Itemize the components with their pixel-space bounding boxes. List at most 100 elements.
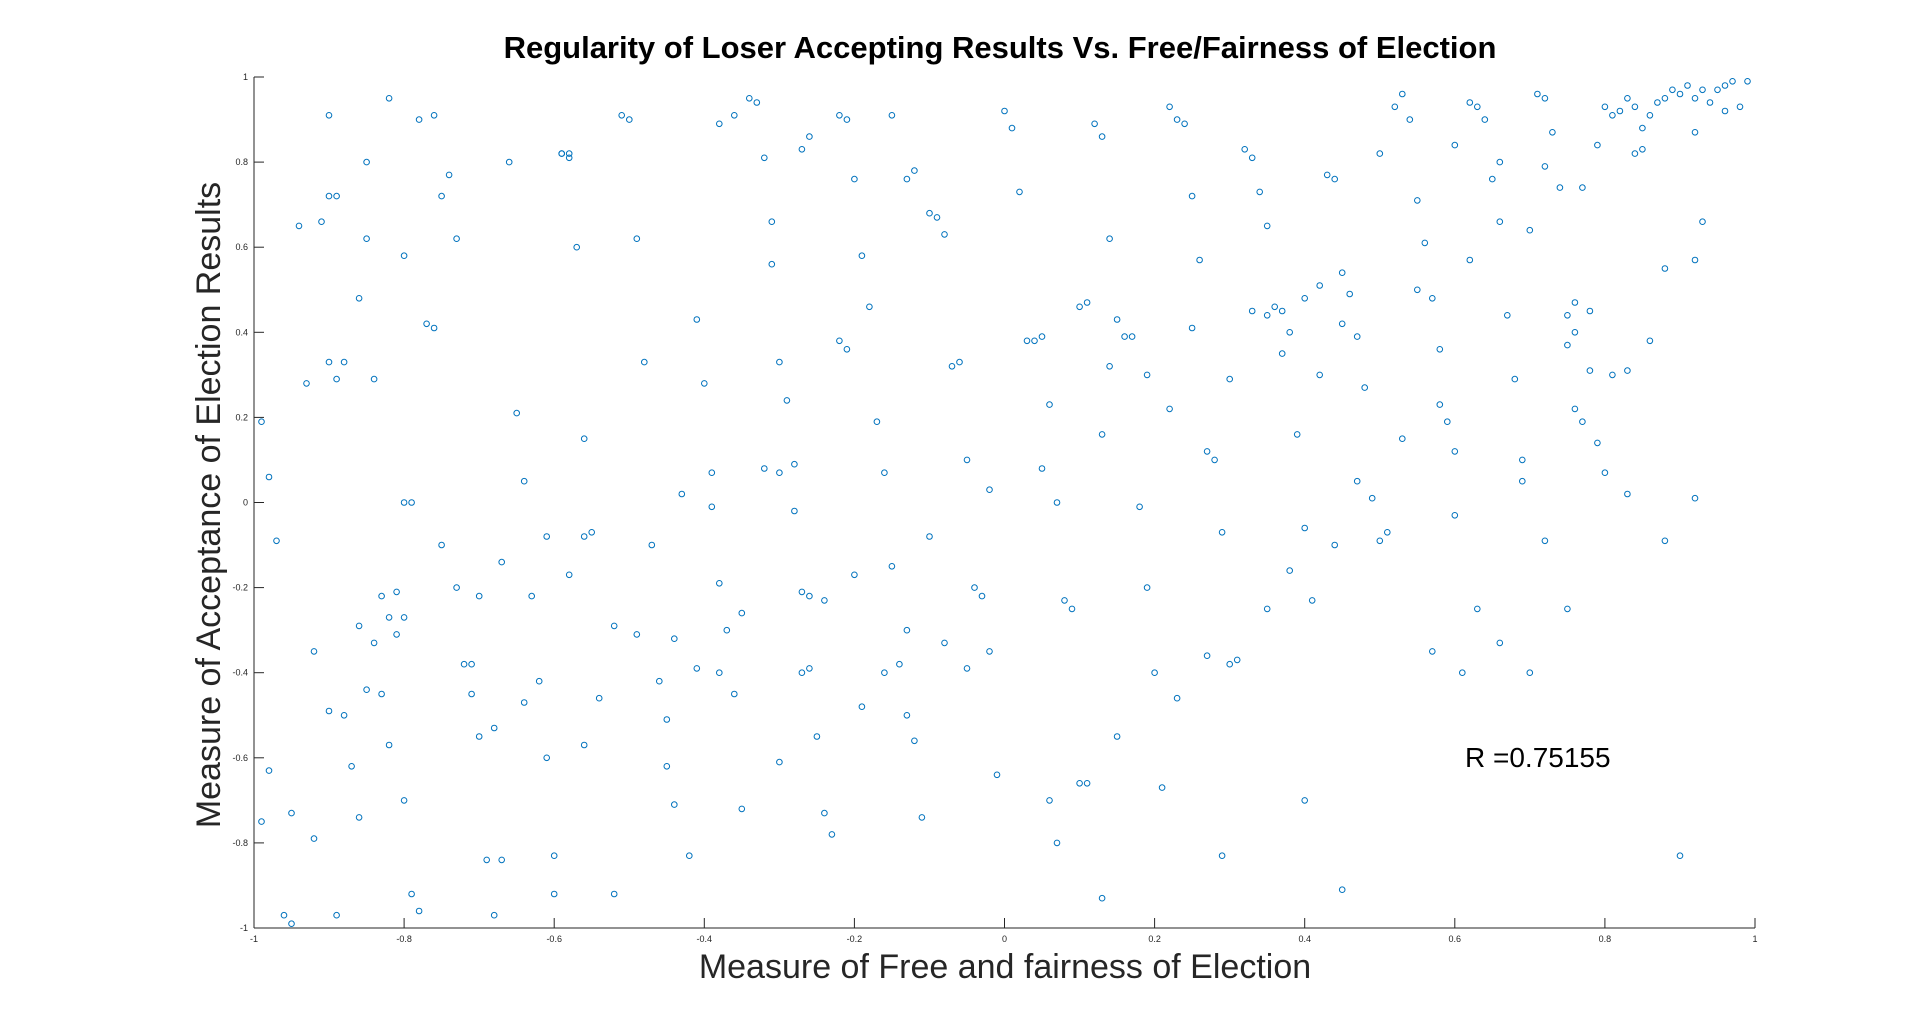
scatter-point (1451, 141, 1459, 149)
scatter-point (393, 588, 400, 596)
scatter-point (423, 320, 430, 328)
scatter-point (671, 801, 678, 808)
scatter-point (768, 260, 776, 268)
scatter-point (858, 252, 866, 259)
scatter-point (1616, 107, 1624, 115)
scatter-point (1564, 312, 1571, 319)
scatter-point (836, 112, 843, 119)
scatter-point (1594, 141, 1601, 149)
scatter-point (378, 592, 385, 600)
scatter-point (1496, 639, 1504, 647)
y-tick-label: -0.8 (232, 838, 248, 848)
scatter-point (475, 592, 483, 600)
scatter-point (761, 465, 768, 472)
scatter-point (1143, 584, 1151, 591)
scatter-point (1286, 567, 1293, 574)
scatter-point (1031, 337, 1038, 345)
scatter-point (678, 490, 686, 498)
scatter-point (1406, 116, 1414, 123)
scatter-point (986, 486, 993, 494)
scatter-point (731, 690, 738, 698)
scatter-point (580, 435, 588, 443)
scatter-point (1293, 431, 1301, 438)
scatter-point (798, 588, 806, 596)
scatter-point (1331, 175, 1338, 183)
scatter-point (1278, 307, 1286, 315)
scatter-point (1579, 184, 1586, 191)
scatter-point (1744, 78, 1751, 85)
scatter-point (340, 358, 348, 366)
scatter-point (355, 622, 363, 630)
scatter-point (1331, 541, 1338, 549)
scatter-point (385, 95, 393, 102)
scatter-point (1624, 367, 1631, 374)
scatter-point (573, 243, 581, 251)
scatter-point (1601, 469, 1609, 477)
scatter-point (1188, 192, 1196, 200)
scatter-point (776, 469, 783, 477)
scatter-point (851, 175, 858, 183)
scatter-point (1061, 597, 1068, 604)
scatter-point (378, 690, 385, 698)
scatter-point (498, 856, 506, 864)
scatter-point (1601, 103, 1609, 111)
scatter-point (1196, 256, 1203, 264)
scatter-point (1496, 218, 1504, 225)
scatter-point (1338, 886, 1346, 894)
scatter-point (355, 295, 363, 302)
scatter-point (1226, 660, 1233, 668)
scatter-point (1278, 350, 1286, 357)
scatter-point (310, 835, 318, 842)
scatter-point (1218, 852, 1226, 860)
scatter-point (918, 814, 926, 821)
scatter-point (1526, 226, 1534, 234)
scatter-point (941, 639, 948, 647)
scatter-point (1353, 477, 1361, 485)
scatter-point (731, 112, 738, 119)
scatter-point (1203, 652, 1211, 660)
scatter-point (348, 763, 355, 770)
scatter-point (1113, 316, 1121, 323)
x-ticks: -1 -0.8 -0.6 -0.4 -0.2 0 0.2 0.4 0.6 0.8 1 (250, 918, 1758, 944)
y-tick-label: -0.6 (232, 753, 248, 763)
scatter-point (610, 622, 618, 630)
scatter-point (1248, 154, 1256, 162)
scatter-point (806, 133, 813, 140)
scatter-point (303, 380, 310, 387)
scatter-point (1233, 656, 1241, 664)
scatter-point (363, 235, 370, 242)
scatter-point (783, 397, 791, 404)
scatter-point (1203, 448, 1211, 455)
scatter-point (453, 235, 460, 242)
scatter-point (550, 852, 558, 860)
scatter-point (1038, 465, 1046, 472)
x-tick-label: -1 (250, 934, 258, 944)
scatter-point (836, 337, 843, 345)
scatter-point (776, 358, 783, 366)
scatter-point (1106, 235, 1113, 242)
scatter-point (768, 218, 776, 225)
y-ticks: -1 -0.8 -0.6 -0.4 -0.2 0 0.2 0.4 0.6 0.8 1 (232, 72, 264, 933)
x-tick-label: 0.6 (1449, 934, 1462, 944)
scatter-point (1361, 384, 1368, 391)
y-tick-label: 1 (243, 72, 248, 82)
scatter-point (1429, 648, 1436, 655)
x-tick-label: 0.8 (1599, 934, 1612, 944)
scatter-point (355, 814, 363, 821)
scatter-point (881, 469, 888, 477)
scatter-point (1399, 90, 1406, 98)
scatter-point (1076, 303, 1083, 311)
scatter-point (1376, 150, 1384, 157)
scatter-point (663, 716, 671, 723)
scatter-point (978, 592, 986, 600)
scatter-point (1338, 320, 1346, 328)
scatter-point (1158, 784, 1166, 791)
scatter-point (1421, 239, 1429, 247)
scatter-point (1301, 524, 1308, 532)
scatter-point (1691, 95, 1699, 102)
scatter-point (1016, 188, 1023, 196)
scatter-point (1571, 299, 1579, 306)
scatter-point (963, 665, 971, 672)
scatter-point (903, 175, 911, 183)
scatter-point (933, 214, 941, 221)
